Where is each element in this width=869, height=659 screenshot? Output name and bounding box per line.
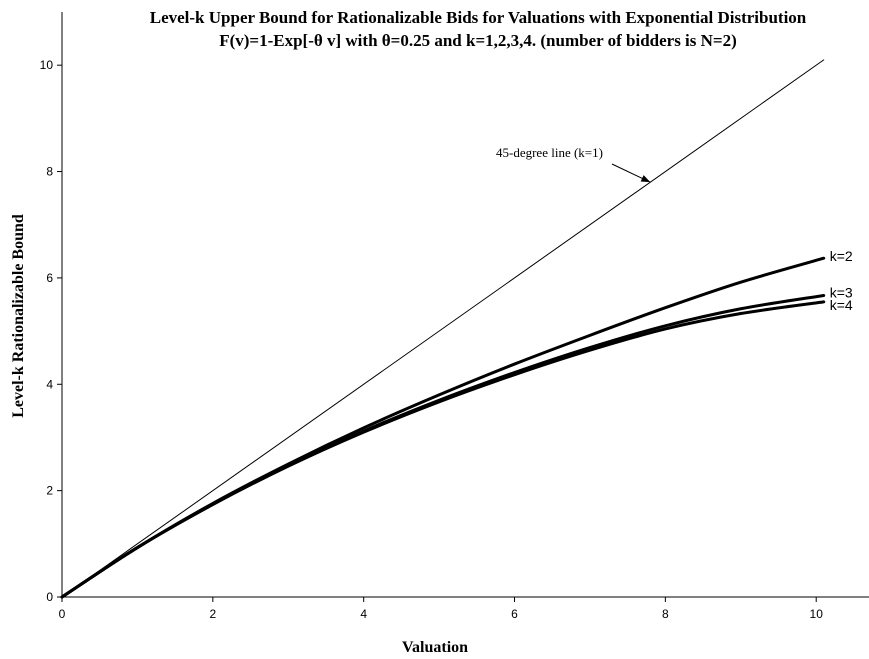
chart-title-line-1: Level-k Upper Bound for Rationalizable B… [150,8,807,27]
series-labels: k=2 k=3k=4 [830,248,853,313]
series-line-45-degree-line-k-1 [61,59,825,598]
chart-title-line-2: F(v)=1-Exp[-θ v] with θ=0.25 and k=1,2,3… [219,31,737,50]
x-tick-label: 0 [59,607,66,621]
series-label-k-4: k=4 [830,297,853,313]
y-tick-label: 8 [46,165,53,179]
series-lines [60,59,826,599]
y-tick-label: 10 [40,58,54,72]
y-tick-label: 0 [46,590,53,604]
y-tick-label: 6 [46,271,53,285]
annotation-arrowhead [640,175,651,183]
x-tick-label: 2 [209,607,216,621]
x-tick-label: 4 [360,607,367,621]
y-axis-title: Level-k Rationalizable Bound [10,214,27,418]
axis-ticks: 0 2 4 6 8 10 0 2 4 6 8 10 [40,58,824,621]
plot-area [61,12,869,598]
y-tick-label: 2 [46,484,53,498]
series-line-k-4 [60,300,826,599]
x-tick-label: 8 [662,607,669,621]
series-label-k-3: k=3 [830,284,853,300]
annotation: 45-degree line (k=1) [496,145,651,183]
series-line-k-2 [60,256,826,599]
annotation-label: 45-degree line (k=1) [496,145,603,160]
series-label-k-2: k=2 [830,248,853,264]
x-axis-title: Valuation [402,639,468,656]
x-tick-label: 6 [511,607,518,621]
series-line-k-3 [60,293,826,599]
x-tick-label: 10 [810,607,824,621]
y-tick-label: 4 [46,377,53,391]
